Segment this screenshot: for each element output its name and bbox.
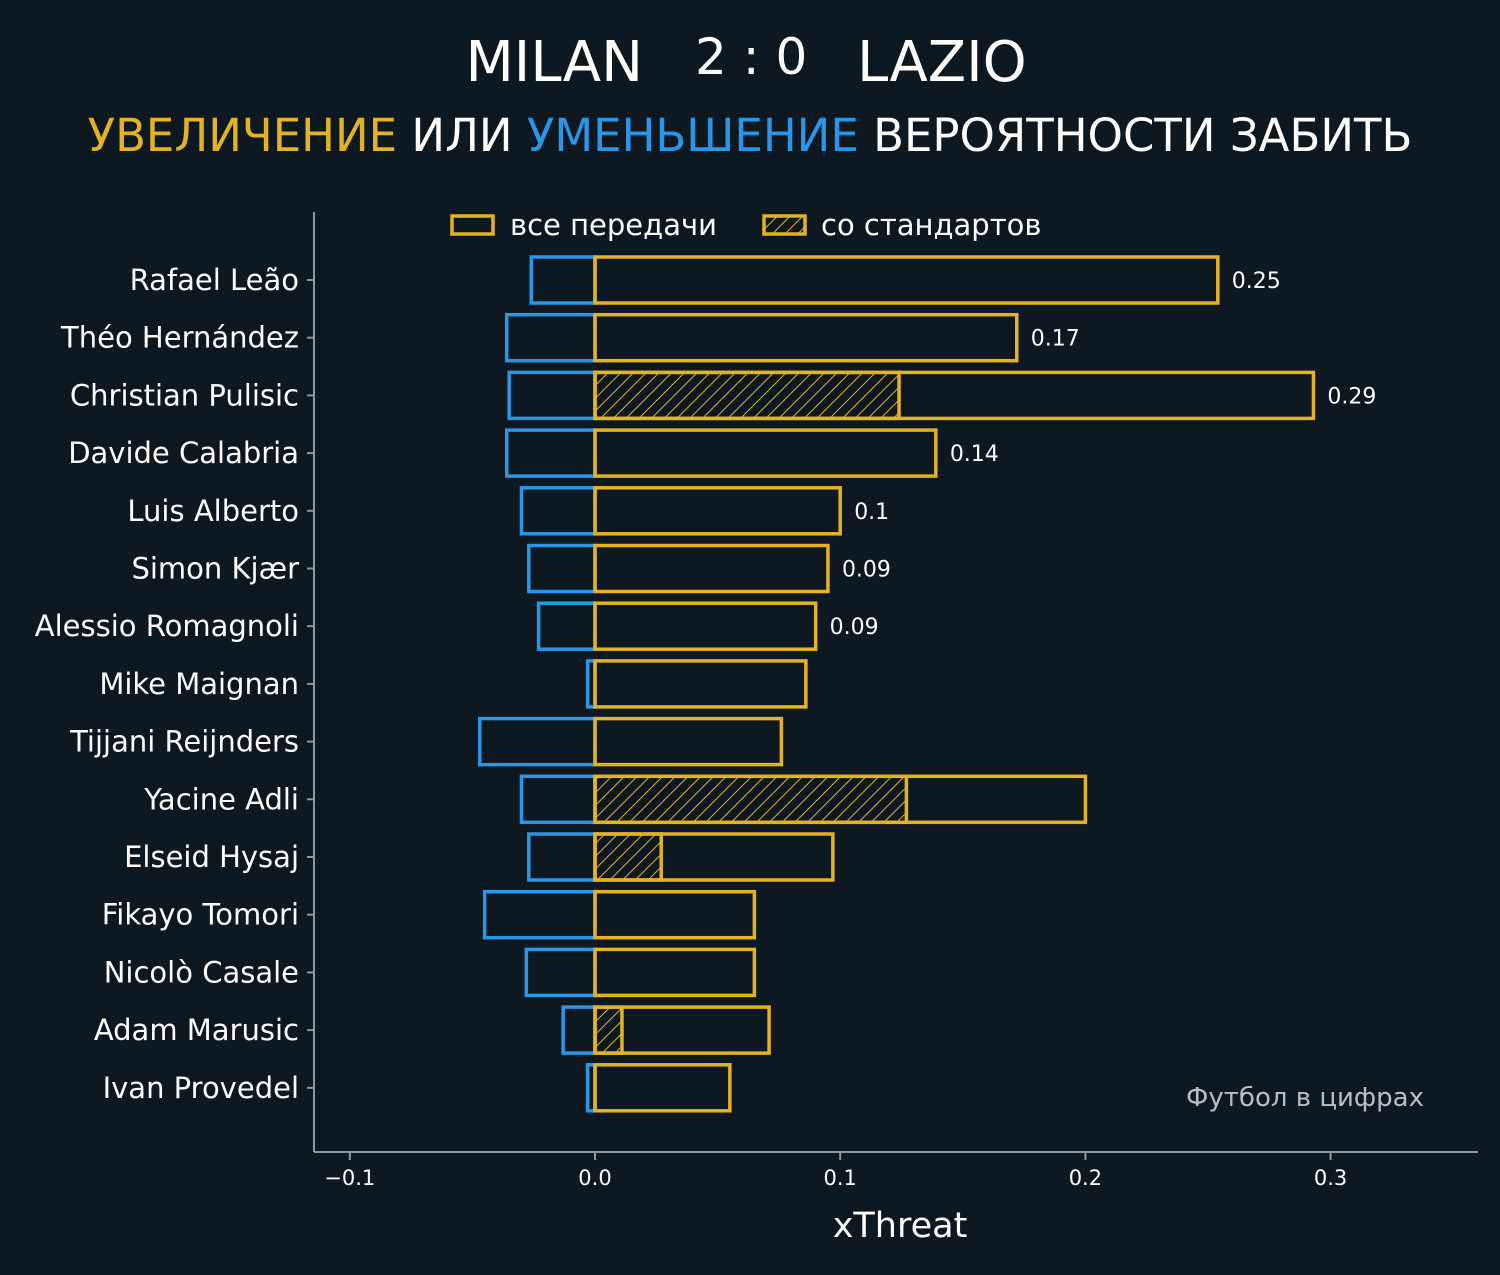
total-pass-bar bbox=[593, 255, 1220, 305]
category-label: Elseid Hysaj bbox=[124, 840, 299, 874]
legend-swatch-all-passes bbox=[450, 214, 495, 236]
total-pass-bar bbox=[593, 947, 757, 998]
legend-swatch-set-pieces bbox=[762, 214, 807, 236]
total-pass-bar bbox=[593, 1063, 732, 1113]
value-label: 0.09 bbox=[830, 615, 879, 640]
labels-layer: Rafael Leão 0.25 Théo Hernández 0.17 Christi… bbox=[35, 263, 1377, 1190]
category-label: Adam Marusic bbox=[94, 1013, 299, 1047]
negative-bar bbox=[561, 1005, 597, 1055]
category-label: Yacine Adli bbox=[143, 782, 299, 816]
category-label: Rafael Leão bbox=[130, 263, 299, 297]
set-piece-bar bbox=[593, 832, 663, 882]
total-pass-bar bbox=[593, 889, 757, 940]
negative-bar bbox=[478, 716, 597, 767]
bars-layer bbox=[478, 255, 1316, 1113]
category-label: Mike Maignan bbox=[99, 667, 299, 701]
negative-bar bbox=[482, 889, 597, 940]
away-team-name: LAZIO bbox=[857, 30, 1027, 95]
x-tick-label: 0.0 bbox=[578, 1166, 611, 1190]
negative-bar bbox=[507, 370, 597, 421]
total-pass-bar bbox=[593, 832, 835, 882]
title-row: MILAN 2 : 0 LAZIO bbox=[0, 28, 1500, 98]
value-label: 0.09 bbox=[842, 558, 891, 583]
category-label: Fikayo Tomori bbox=[102, 898, 299, 932]
x-tick-label: 0.1 bbox=[823, 1166, 856, 1190]
set-piece-bar bbox=[593, 774, 909, 825]
x-tick-label: 0.3 bbox=[1314, 1166, 1347, 1190]
value-label: 0.29 bbox=[1327, 384, 1376, 409]
total-pass-bar bbox=[593, 659, 808, 709]
legend-label-all-passes: все передачи bbox=[510, 208, 717, 242]
match-score: 2 : 0 bbox=[695, 28, 808, 86]
subtitle-increase: УВЕЛИЧЕНИЕ bbox=[87, 109, 398, 162]
category-label: Luis Alberto bbox=[127, 494, 299, 528]
category-label: Nicolò Casale bbox=[104, 955, 299, 989]
x-tick-label: −0.1 bbox=[324, 1166, 375, 1190]
value-label: 0.14 bbox=[950, 442, 999, 467]
negative-bar bbox=[504, 312, 597, 363]
total-pass-bar bbox=[593, 601, 818, 651]
x-tick-label: 0.2 bbox=[1069, 1166, 1102, 1190]
category-label: Tijjani Reijnders bbox=[69, 725, 299, 759]
subtitle-decrease: УМЕНЬШЕНИЕ bbox=[526, 109, 859, 162]
total-pass-bar bbox=[593, 486, 842, 536]
total-pass-bar bbox=[593, 543, 830, 594]
total-pass-bar bbox=[593, 716, 784, 767]
negative-bar bbox=[519, 774, 597, 825]
value-label: 0.17 bbox=[1031, 327, 1080, 352]
value-label: 0.25 bbox=[1232, 269, 1281, 294]
total-pass-bar bbox=[593, 1005, 771, 1055]
category-label: Davide Calabria bbox=[68, 436, 299, 470]
legend-label-set-pieces: со стандартов bbox=[821, 208, 1041, 242]
negative-bar bbox=[536, 601, 597, 651]
category-label: Ivan Provedel bbox=[103, 1071, 299, 1105]
negative-bar bbox=[529, 255, 597, 305]
total-pass-bar bbox=[593, 774, 1088, 825]
category-label: Théo Hernández bbox=[60, 321, 299, 355]
negative-bar bbox=[527, 543, 597, 594]
total-pass-bar bbox=[593, 312, 1019, 363]
negative-bar bbox=[519, 486, 597, 536]
category-label: Alessio Romagnoli bbox=[35, 609, 299, 643]
subtitle-rest: ВЕРОЯТНОСТИ ЗАБИТЬ bbox=[873, 109, 1413, 162]
negative-bar bbox=[524, 947, 597, 998]
subtitle-or: ИЛИ bbox=[411, 109, 513, 162]
set-piece-bar bbox=[593, 370, 901, 421]
x-axis-title: xThreat bbox=[833, 1206, 968, 1246]
value-label: 0.1 bbox=[854, 500, 889, 525]
legend: все передачи со стандартов bbox=[450, 208, 1041, 242]
home-team-name: MILAN bbox=[465, 30, 643, 95]
total-pass-bar bbox=[593, 370, 1316, 421]
negative-bar bbox=[527, 832, 597, 882]
category-label: Simon Kjær bbox=[131, 552, 299, 586]
axes-layer bbox=[307, 212, 1478, 1160]
chart-subtitle: УВЕЛИЧЕНИЕ ИЛИ УМЕНЬШЕНИЕ ВЕРОЯТНОСТИ ЗА… bbox=[0, 108, 1500, 164]
watermark: Футбол в цифрах bbox=[1186, 1083, 1424, 1113]
category-label: Christian Pulisic bbox=[70, 378, 299, 412]
negative-bar bbox=[504, 428, 597, 478]
total-pass-bar bbox=[593, 428, 938, 478]
set-piece-bar bbox=[593, 1005, 624, 1055]
